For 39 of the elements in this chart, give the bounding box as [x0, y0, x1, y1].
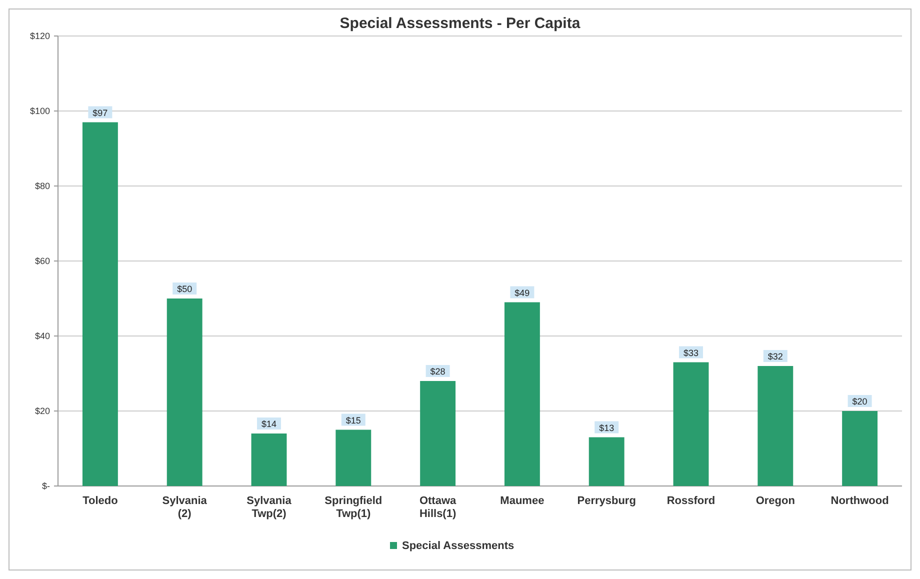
data-label: $50 — [177, 284, 192, 294]
y-tick-label: $100 — [30, 106, 50, 116]
bar — [842, 411, 878, 486]
bar — [758, 366, 794, 486]
y-tick-label: $80 — [34, 181, 50, 191]
x-tick-label: Sylvania (2) — [162, 495, 208, 520]
x-tick-label: Oregon — [756, 495, 796, 507]
y-tick-label: $40 — [34, 331, 50, 341]
x-tick-label: Northwood — [830, 495, 889, 507]
bar — [166, 298, 202, 486]
bar — [82, 122, 118, 486]
legend-label: Special Assessments — [402, 540, 514, 552]
x-tick-label: Toledo — [82, 495, 118, 507]
data-label: $97 — [92, 108, 108, 118]
y-tick-label: $20 — [34, 406, 50, 416]
data-label: $13 — [599, 422, 614, 433]
y-tick-label: $120 — [30, 31, 50, 41]
y-tick-label: $60 — [34, 256, 50, 266]
data-label: $14 — [261, 419, 277, 429]
x-tick-label: Springfield Twp(1) — [324, 495, 382, 520]
x-tick-label: Maumee — [500, 495, 544, 507]
bar — [504, 302, 540, 486]
x-tick-label: Perrysburg — [577, 495, 636, 507]
data-label: $33 — [683, 348, 699, 358]
y-tick-label: $- — [42, 481, 50, 491]
bar — [420, 381, 456, 486]
x-tick-label: Rossford — [666, 495, 716, 507]
chart-title: Special Assessments - Per Capita — [340, 15, 581, 32]
data-label: $32 — [768, 352, 783, 362]
bar — [673, 362, 709, 486]
x-tick-label: Ottawa Hills(1) — [419, 495, 458, 520]
x-tick-label: Sylvania Twp(2) — [246, 495, 292, 520]
data-label: $28 — [430, 366, 446, 376]
data-label: $20 — [852, 396, 868, 406]
data-label: $49 — [514, 288, 530, 298]
bar — [336, 430, 372, 486]
bar — [251, 434, 287, 486]
bar — [588, 437, 624, 486]
data-label: $15 — [346, 415, 361, 426]
